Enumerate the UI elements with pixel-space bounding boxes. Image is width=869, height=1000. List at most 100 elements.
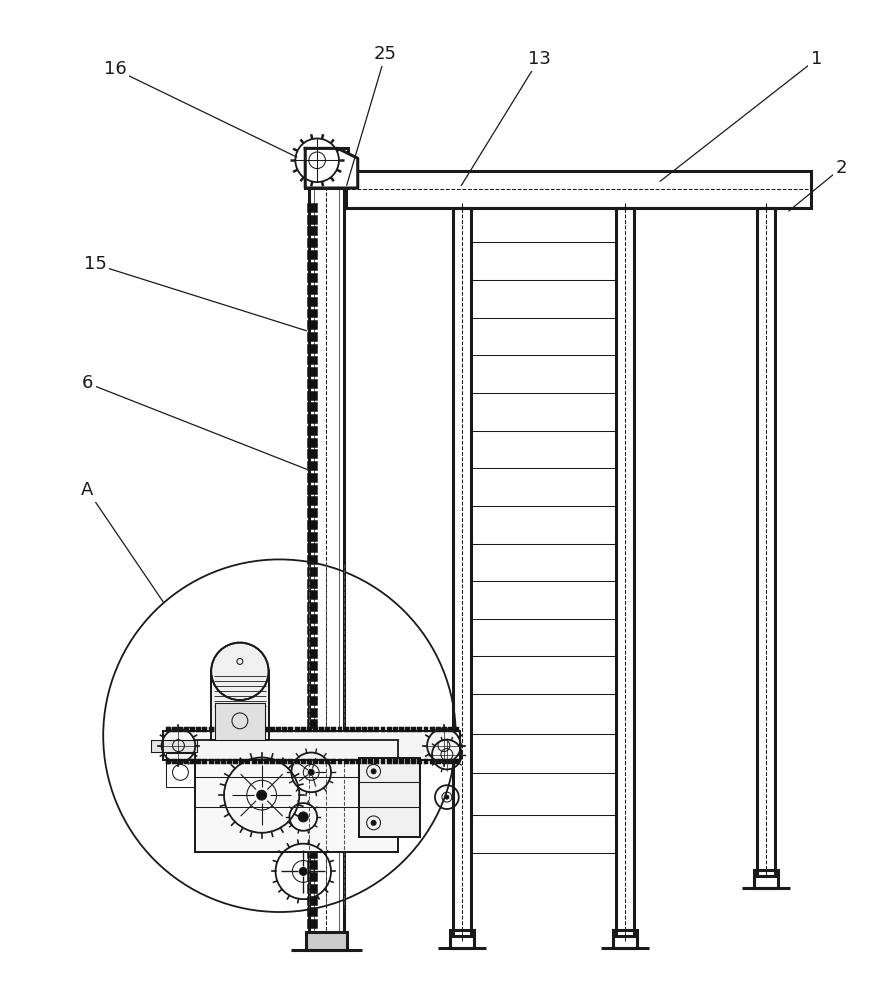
- Bar: [184, 727, 189, 732]
- Bar: [362, 727, 367, 732]
- Bar: [358, 758, 420, 837]
- Bar: [325, 759, 330, 764]
- Circle shape: [371, 820, 375, 825]
- Bar: [307, 919, 317, 928]
- Bar: [307, 414, 317, 423]
- Bar: [337, 759, 342, 764]
- Circle shape: [211, 643, 269, 700]
- Bar: [282, 727, 287, 732]
- Bar: [150, 740, 197, 752]
- Bar: [301, 759, 305, 764]
- Bar: [423, 727, 428, 732]
- Bar: [319, 727, 323, 732]
- Bar: [196, 759, 201, 764]
- Bar: [307, 250, 317, 259]
- Bar: [190, 759, 195, 764]
- Text: 15: 15: [83, 255, 107, 273]
- Bar: [405, 759, 409, 764]
- Bar: [314, 188, 339, 934]
- Bar: [307, 297, 317, 306]
- Bar: [319, 759, 323, 764]
- Bar: [307, 356, 317, 364]
- Bar: [331, 727, 336, 732]
- Bar: [337, 727, 342, 732]
- Bar: [251, 759, 256, 764]
- Bar: [343, 727, 348, 732]
- Bar: [417, 727, 421, 732]
- Bar: [275, 727, 281, 732]
- Bar: [307, 379, 317, 388]
- Bar: [308, 186, 343, 936]
- Bar: [307, 262, 317, 270]
- Bar: [307, 837, 317, 846]
- Bar: [307, 614, 317, 623]
- Bar: [307, 273, 317, 282]
- Circle shape: [298, 812, 308, 822]
- Bar: [399, 759, 403, 764]
- Bar: [307, 320, 317, 329]
- Circle shape: [299, 867, 307, 875]
- Bar: [215, 727, 220, 732]
- Bar: [355, 727, 361, 732]
- Bar: [313, 759, 317, 764]
- Bar: [435, 759, 441, 764]
- Bar: [301, 727, 305, 732]
- Bar: [257, 727, 262, 732]
- Polygon shape: [305, 148, 357, 188]
- Bar: [245, 727, 250, 732]
- Bar: [307, 684, 317, 693]
- Bar: [307, 790, 317, 799]
- Bar: [756, 208, 773, 876]
- Bar: [307, 661, 317, 670]
- Bar: [753, 870, 777, 888]
- Bar: [613, 930, 636, 948]
- Circle shape: [256, 790, 266, 800]
- Bar: [282, 759, 287, 764]
- Bar: [215, 703, 264, 740]
- Bar: [307, 708, 317, 717]
- Bar: [165, 753, 196, 787]
- Bar: [429, 727, 434, 732]
- Bar: [307, 649, 317, 658]
- Bar: [269, 727, 275, 732]
- Bar: [307, 637, 317, 646]
- Bar: [448, 727, 453, 732]
- Bar: [307, 426, 317, 435]
- Bar: [307, 567, 317, 576]
- Bar: [307, 590, 317, 599]
- Text: 13: 13: [527, 50, 550, 68]
- Text: 25: 25: [374, 45, 396, 63]
- Bar: [429, 759, 434, 764]
- Bar: [307, 402, 317, 411]
- Bar: [307, 872, 317, 881]
- Bar: [209, 727, 213, 732]
- Text: 1: 1: [810, 50, 821, 68]
- Bar: [289, 727, 293, 732]
- Bar: [196, 740, 398, 852]
- Bar: [190, 727, 195, 732]
- Bar: [307, 449, 317, 458]
- Circle shape: [371, 769, 375, 774]
- Bar: [177, 727, 182, 732]
- Bar: [405, 727, 409, 732]
- Bar: [257, 759, 262, 764]
- Bar: [196, 740, 398, 852]
- Bar: [307, 907, 317, 916]
- Bar: [307, 896, 317, 905]
- Bar: [165, 759, 170, 764]
- Bar: [307, 696, 317, 705]
- Bar: [202, 727, 207, 732]
- Bar: [441, 727, 447, 732]
- Bar: [307, 759, 311, 764]
- Bar: [215, 703, 264, 740]
- Bar: [435, 727, 441, 732]
- Bar: [239, 727, 244, 732]
- Bar: [215, 759, 220, 764]
- Bar: [263, 727, 269, 732]
- Bar: [307, 579, 317, 588]
- Bar: [177, 759, 182, 764]
- Bar: [211, 671, 269, 740]
- Bar: [615, 208, 634, 936]
- Bar: [454, 759, 459, 764]
- Text: A: A: [81, 481, 94, 499]
